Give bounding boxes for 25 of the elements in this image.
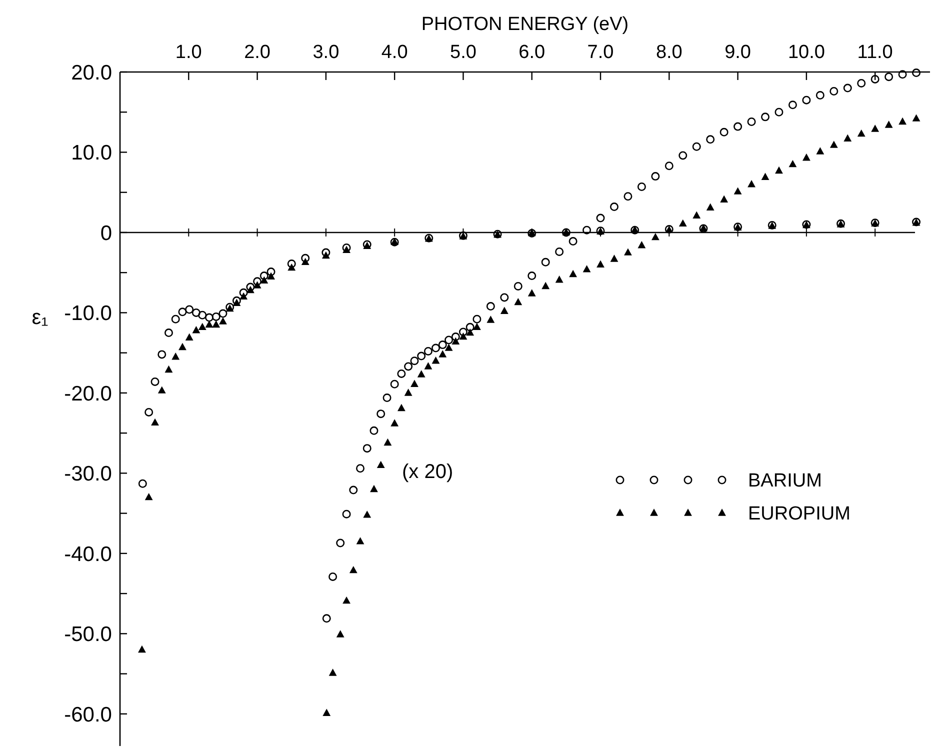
x-tick-label: 10.0 xyxy=(788,42,825,63)
legend-label: EUROPIUM xyxy=(748,504,850,525)
y-tick-label: 20.0 xyxy=(71,61,112,84)
x-tick-label: 5.0 xyxy=(450,42,476,63)
x-tick-label: 6.0 xyxy=(518,42,546,63)
x-tick-label: 9.0 xyxy=(724,42,752,63)
x-tick-label: 2.0 xyxy=(244,42,270,63)
legend-label: BARIUM xyxy=(748,470,822,492)
y-tick-label: -10.0 xyxy=(64,302,112,326)
x-tick-label: 11.0 xyxy=(857,42,893,63)
y-tick-label: 0 xyxy=(100,222,112,245)
x-axis-title: PHOTON ENERGY (eV) xyxy=(421,14,629,35)
x-tick-label: 4.0 xyxy=(381,42,408,63)
y-tick-label: -20.0 xyxy=(64,382,112,406)
y-tick-label: -60.0 xyxy=(64,703,112,726)
annotation: (x 20) xyxy=(402,461,454,483)
y-axis-title: ε₁ xyxy=(32,306,48,329)
y-tick-label: -30.0 xyxy=(64,462,112,486)
y-tick-label: -50.0 xyxy=(64,623,112,646)
x-tick-label: 8.0 xyxy=(656,42,682,63)
x-tick-label: 1.0 xyxy=(175,42,202,63)
x-tick-label: 3.0 xyxy=(312,42,340,63)
y-tick-label: 10.0 xyxy=(71,142,112,165)
y-tick-label: -40.0 xyxy=(64,542,112,566)
x-tick-label: 7.0 xyxy=(587,42,614,63)
